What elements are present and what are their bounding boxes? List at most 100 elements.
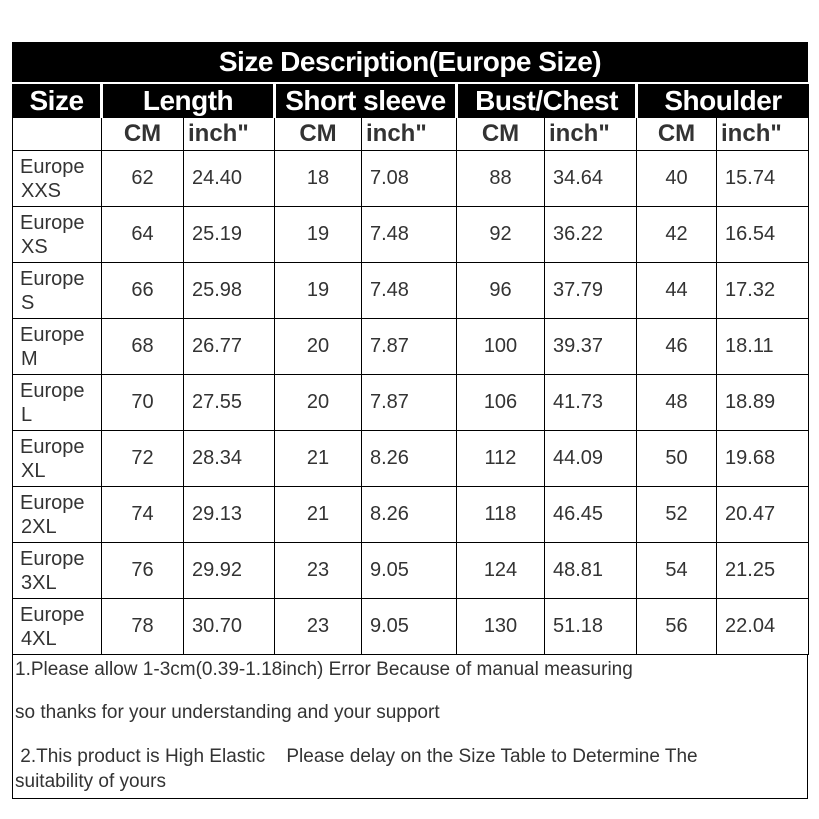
size-code: XXS: [21, 179, 62, 202]
length-inch-cell: 28.34: [183, 430, 275, 487]
sleeve-cm-cell: 19: [274, 206, 362, 263]
unit-row: CM inch" CM inch" CM inch" CM inch": [12, 117, 810, 151]
shoulder-inch-cell: 18.11: [716, 318, 810, 375]
shoulder-cm-cell: 40: [636, 150, 718, 207]
sleeve-cm-cell: 19: [274, 262, 362, 319]
sleeve-inch-cell: 7.87: [361, 318, 457, 375]
bust-inch-cell: 41.73: [543, 374, 638, 431]
size-table: Size Length Short sleeve Bust/Chest Shou…: [12, 84, 810, 655]
size-region: Europe: [20, 491, 85, 514]
length-cm-cell: 66: [101, 262, 184, 319]
table-row: Europe M 68 26.77 20 7.87 100 39.37 46 18.11: [12, 318, 810, 375]
length-cm-cell: 70: [101, 374, 184, 431]
bust-cm-cell: 96: [456, 262, 545, 319]
size-region: Europe: [20, 379, 85, 402]
bust-cm-cell: 118: [456, 486, 545, 543]
note-line-3: 2.This product is High Elastic Please de…: [15, 746, 698, 767]
size-code: 2XL: [21, 515, 57, 538]
table-row: Europe 2XL 74 29.13 21 8.26 118 46.45 52 20.47: [12, 486, 810, 543]
sleeve-cm-cell: 18: [274, 150, 362, 207]
bust-inch-cell: 39.37: [543, 318, 638, 375]
header-size: Size: [12, 84, 102, 118]
bust-inch-cell: 48.81: [543, 542, 638, 599]
shoulder-inch-cell: 22.04: [716, 598, 810, 655]
bust-inch-cell: 36.22: [543, 206, 638, 263]
table-row: Europe S 66 25.98 19 7.48 96 37.79 44 17.32: [12, 262, 810, 319]
length-cm-cell: 74: [101, 486, 184, 543]
shoulder-cm-cell: 48: [636, 374, 718, 431]
size-region: Europe: [20, 323, 85, 346]
length-inch-cell: 25.19: [183, 206, 275, 263]
table-row: Europe 4XL 78 30.70 23 9.05 130 51.18 56 22.04: [12, 598, 810, 655]
sleeve-inch-cell: 7.48: [361, 206, 457, 263]
unit-inch: inch": [543, 117, 638, 151]
unit-blank: [12, 117, 102, 151]
sleeve-cm-cell: 20: [274, 374, 362, 431]
size-code: 4XL: [21, 627, 57, 650]
size-code: S: [21, 291, 35, 314]
size-label-cell: Europe 2XL: [12, 486, 102, 543]
header-short-sleeve: Short sleeve: [273, 84, 457, 118]
size-code: XS: [21, 235, 48, 258]
bust-cm-cell: 88: [456, 150, 545, 207]
unit-cm: CM: [101, 117, 184, 151]
bust-cm-cell: 92: [456, 206, 545, 263]
sleeve-cm-cell: 23: [274, 598, 362, 655]
table-row: Europe XL 72 28.34 21 8.26 112 44.09 50 19.68: [12, 430, 810, 487]
length-cm-cell: 62: [101, 150, 184, 207]
length-inch-cell: 29.92: [183, 542, 275, 599]
notes-box: 1.Please allow 1-3cm(0.39-1.18inch) Erro…: [12, 655, 808, 799]
size-region: Europe: [20, 547, 85, 570]
header-length: Length: [100, 84, 275, 118]
bust-inch-cell: 37.79: [543, 262, 638, 319]
sleeve-inch-cell: 7.08: [361, 150, 457, 207]
size-region: Europe: [20, 211, 85, 234]
size-label-cell: Europe XL: [12, 430, 102, 487]
shoulder-cm-cell: 54: [636, 542, 718, 599]
table-row: Europe L 70 27.55 20 7.87 106 41.73 48 18.89: [12, 374, 810, 431]
shoulder-inch-cell: 16.54: [716, 206, 810, 263]
shoulder-inch-cell: 19.68: [716, 430, 810, 487]
size-label-cell: Europe M: [12, 318, 102, 375]
shoulder-cm-cell: 56: [636, 598, 718, 655]
bust-inch-cell: 46.45: [543, 486, 638, 543]
size-label-cell: Europe XS: [12, 206, 102, 263]
shoulder-cm-cell: 50: [636, 430, 718, 487]
header-shoulder: Shoulder: [635, 84, 810, 118]
size-code: XL: [21, 459, 46, 482]
length-cm-cell: 76: [101, 542, 184, 599]
sleeve-cm-cell: 23: [274, 542, 362, 599]
bust-inch-cell: 34.64: [543, 150, 638, 207]
unit-cm: CM: [456, 117, 545, 151]
length-inch-cell: 29.13: [183, 486, 275, 543]
length-inch-cell: 26.77: [183, 318, 275, 375]
bust-inch-cell: 44.09: [543, 430, 638, 487]
bust-cm-cell: 106: [456, 374, 545, 431]
note-line-1: 1.Please allow 1-3cm(0.39-1.18inch) Erro…: [15, 659, 633, 680]
chart-title: Size Description(Europe Size): [12, 42, 808, 84]
shoulder-inch-cell: 20.47: [716, 486, 810, 543]
table-row: Europe XXS 62 24.40 18 7.08 88 34.64 40 15.74: [12, 150, 810, 207]
size-label-cell: Europe XXS: [12, 150, 102, 207]
size-label-cell: Europe 4XL: [12, 598, 102, 655]
length-inch-cell: 27.55: [183, 374, 275, 431]
note-line-4: suitability of yours: [15, 771, 167, 792]
unit-cm: CM: [274, 117, 362, 151]
size-label-cell: Europe 3XL: [12, 542, 102, 599]
sleeve-cm-cell: 20: [274, 318, 362, 375]
length-inch-cell: 25.98: [183, 262, 275, 319]
size-region: Europe: [20, 435, 85, 458]
bust-cm-cell: 124: [456, 542, 545, 599]
bust-inch-cell: 51.18: [543, 598, 638, 655]
shoulder-cm-cell: 46: [636, 318, 718, 375]
header-row: Size Length Short sleeve Bust/Chest Shou…: [12, 84, 810, 118]
unit-inch: inch": [716, 117, 810, 151]
sleeve-inch-cell: 9.05: [361, 598, 457, 655]
shoulder-inch-cell: 17.32: [716, 262, 810, 319]
length-cm-cell: 68: [101, 318, 184, 375]
sleeve-inch-cell: 9.05: [361, 542, 457, 599]
size-code: M: [21, 347, 38, 370]
size-label-cell: Europe L: [12, 374, 102, 431]
size-region: Europe: [20, 603, 85, 626]
shoulder-cm-cell: 44: [636, 262, 718, 319]
